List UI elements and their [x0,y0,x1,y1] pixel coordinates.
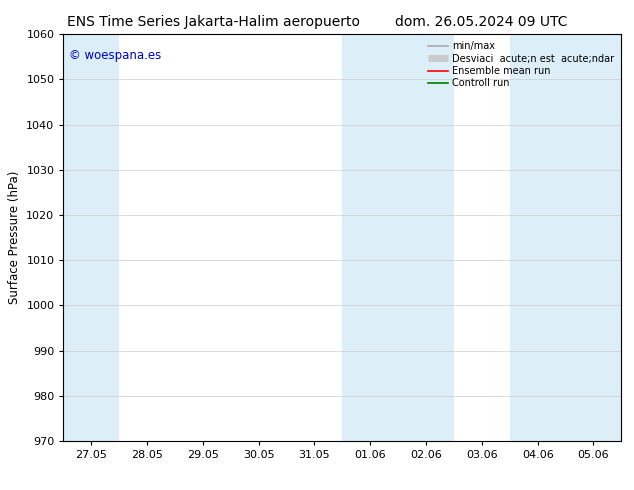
Y-axis label: Surface Pressure (hPa): Surface Pressure (hPa) [8,171,21,304]
Bar [566,34,621,441]
Title: ENS Time Series Jakarta-Halim aeropuerto      dom. 26.05.2024 09 UTC: ENS Time Series Jakarta-Halim aeropuerto… [0,489,1,490]
Bar [342,34,398,441]
Text: ENS Time Series Jakarta-Halim aeropuerto        dom. 26.05.2024 09 UTC: ENS Time Series Jakarta-Halim aeropuerto… [67,15,567,29]
Text: © woespana.es: © woespana.es [69,49,161,62]
Legend: min/max, Desviaci  acute;n est  acute;ndar, Ensemble mean run, Controll run: min/max, Desviaci acute;n est acute;ndar… [426,39,616,90]
Bar [63,34,119,441]
Bar [510,34,566,441]
Bar [398,34,454,441]
